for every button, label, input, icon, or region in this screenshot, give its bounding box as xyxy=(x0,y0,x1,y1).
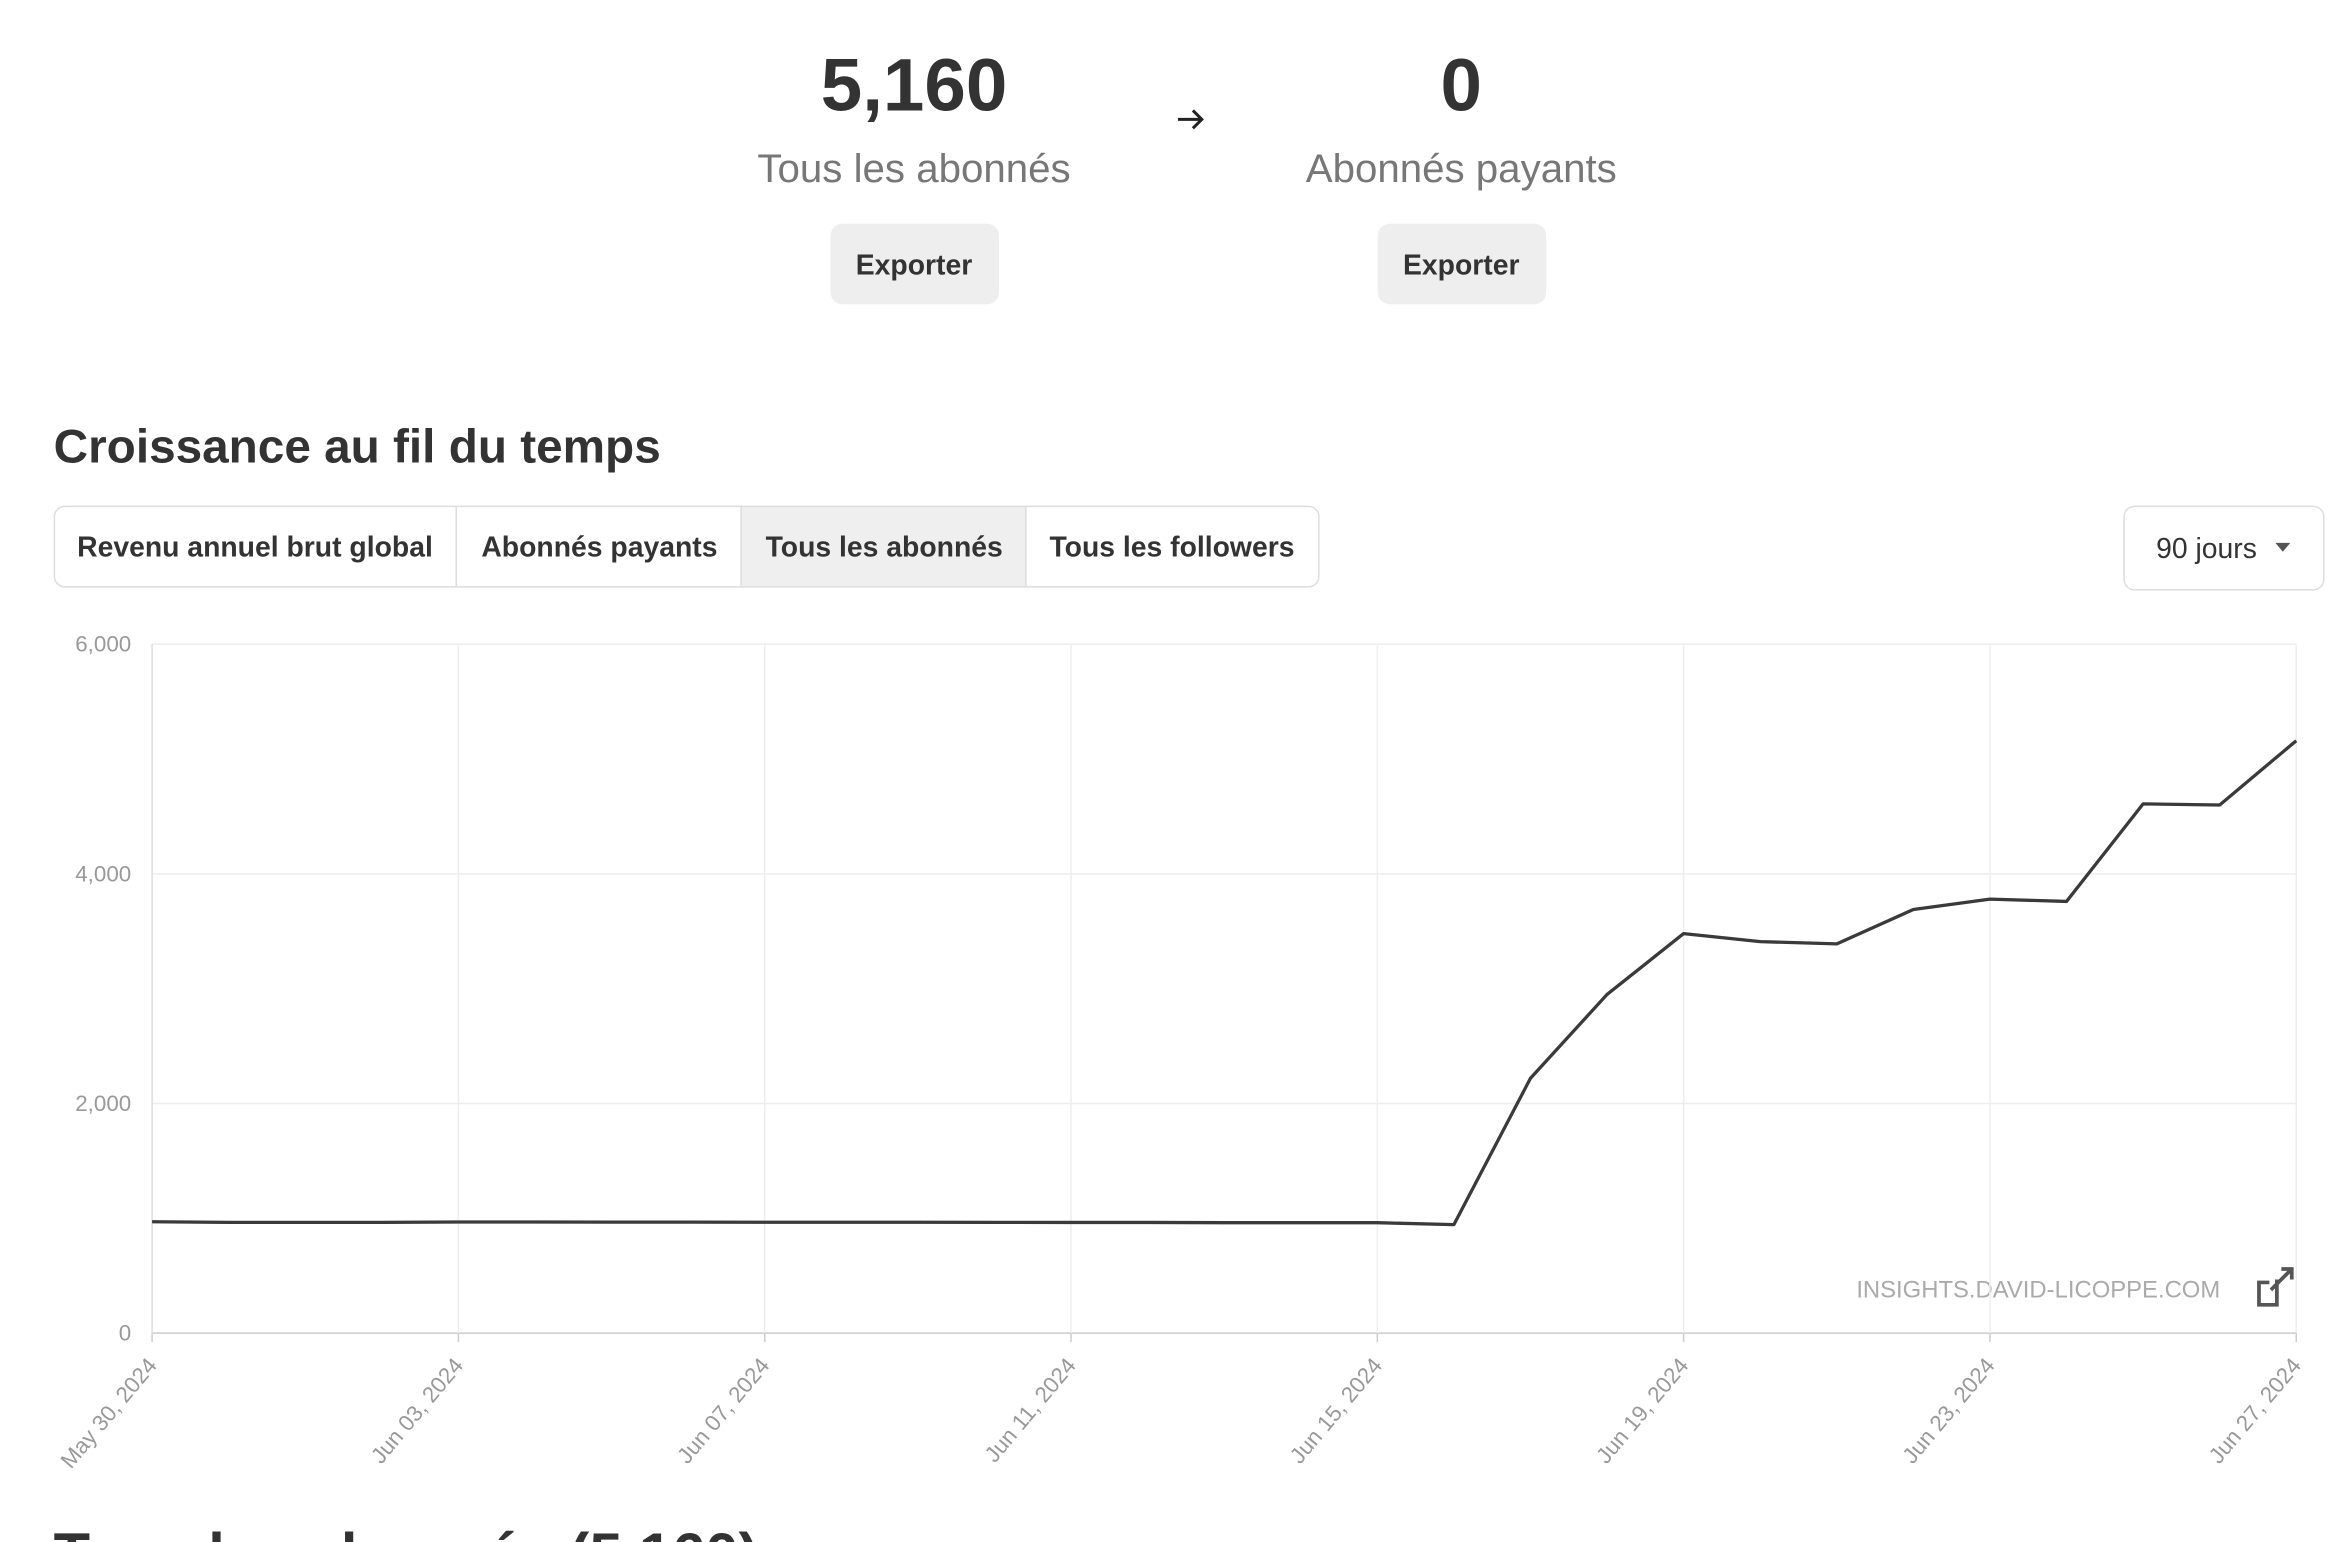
stat-label: Abonnés payants xyxy=(1306,146,1617,191)
range-label[interactable]: 90 jours xyxy=(2156,533,2257,565)
tab[interactable]: Tous les followers xyxy=(1049,531,1294,563)
arrow-icon xyxy=(1177,109,1204,130)
y-tick-label: 0 xyxy=(119,1321,131,1346)
dropdown-caret xyxy=(2275,542,2291,552)
section-title: Croissance au fil du temps xyxy=(54,420,661,473)
x-tick-label: Jun 19, 2024 xyxy=(1591,1353,1693,1468)
export-button-label[interactable]: Exporter xyxy=(856,249,972,281)
chart: 0 2,000 4,000 6,000 May 30, 2024 Jun 03, 2024… xyxy=(56,632,2306,1473)
tab[interactable]: Tous les abonnés xyxy=(766,531,1003,563)
external-link-icon[interactable] xyxy=(2257,1267,2294,1307)
y-tick-label: 6,000 xyxy=(75,632,131,657)
tab-group xyxy=(53,505,1320,588)
stat-value: 0 xyxy=(1441,43,1482,126)
tab[interactable]: Revenu annuel brut global xyxy=(77,531,433,563)
x-tick-label: Jun 11, 2024 xyxy=(980,1353,1081,1467)
tab[interactable]: Abonnés payants xyxy=(481,531,717,563)
x-tick-label: May 30, 2024 xyxy=(56,1353,162,1473)
x-tick-label: Jun 07, 2024 xyxy=(672,1353,774,1468)
line-series xyxy=(152,739,2298,1227)
x-tick-label: Jun 23, 2024 xyxy=(1897,1353,1999,1468)
active-tab-bg xyxy=(741,505,1026,587)
stat-value: 5,160 xyxy=(821,43,1008,126)
static: 5,160 Tous les abonnés Exporter 0 Abonné… xyxy=(53,43,2325,1542)
export-button-label[interactable]: Exporter xyxy=(1403,249,1520,281)
stat-label: Tous les abonnés xyxy=(757,146,1070,191)
range-dropdown[interactable] xyxy=(2123,505,2325,591)
export-button[interactable] xyxy=(830,223,1000,305)
x-tick-label: Jun 27, 2024 xyxy=(2204,1353,2306,1468)
watermark: INSIGHTS.DAVID-LICOPPE.COM xyxy=(1856,1276,2220,1303)
export-button[interactable] xyxy=(1377,223,1547,305)
x-tick-label: Jun 15, 2024 xyxy=(1285,1353,1387,1468)
x-tick-label: Jun 03, 2024 xyxy=(366,1353,468,1468)
y-tick-label: 4,000 xyxy=(75,861,131,886)
next-section-heading: Tous les abonnés (5,160) xyxy=(54,1521,759,1542)
y-tick-label: 2,000 xyxy=(75,1091,131,1116)
